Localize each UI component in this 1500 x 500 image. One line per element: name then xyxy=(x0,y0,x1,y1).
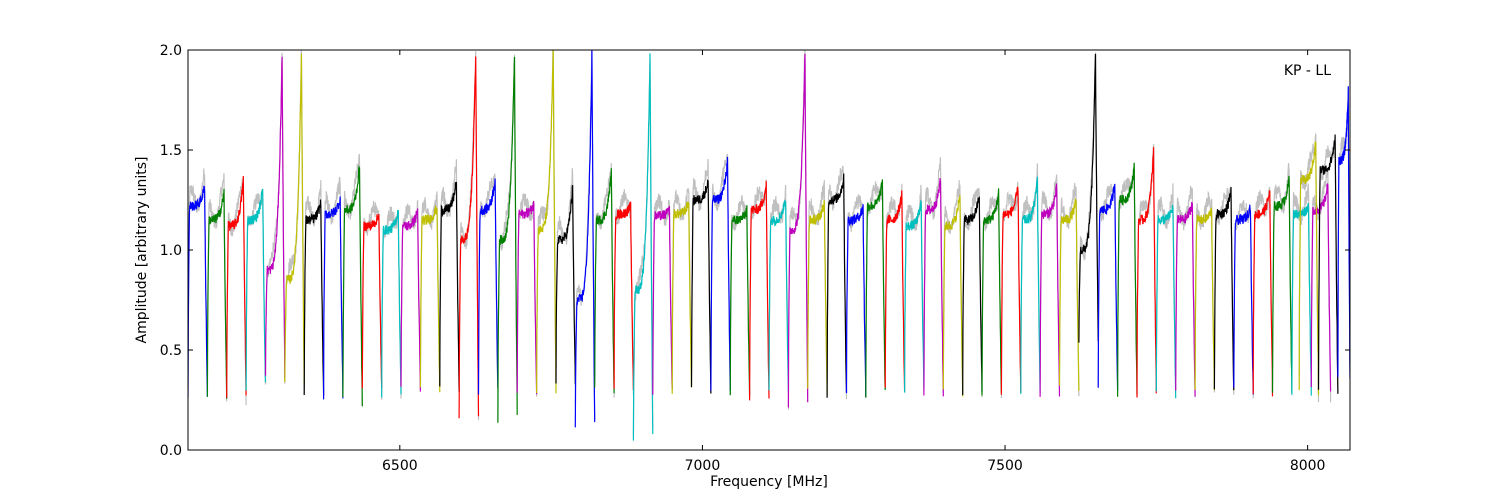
x-tick-label-0: 6500 xyxy=(382,458,418,474)
background-trace-55 xyxy=(1252,186,1274,399)
x-axis: 6500 7000 7500 8000 xyxy=(382,50,1325,474)
background-trace-57 xyxy=(1291,183,1312,384)
x-tick-label-3: 8000 xyxy=(1290,458,1326,474)
background-trace-19 xyxy=(555,168,576,382)
series-line-56 xyxy=(1271,175,1293,393)
background-trace-15 xyxy=(477,173,499,393)
series-line-37 xyxy=(904,199,925,393)
series-line-10 xyxy=(381,209,402,398)
series-line-13 xyxy=(439,181,460,392)
series-line-34 xyxy=(845,204,867,398)
series-line-43 xyxy=(1020,176,1041,394)
y-axis-label: Amplitude [arbitrary units] xyxy=(134,157,150,344)
series-line-7 xyxy=(323,196,344,400)
series-line-54 xyxy=(1233,204,1254,395)
series-line-15 xyxy=(477,178,499,395)
series-line-41 xyxy=(981,188,1002,396)
y-tick-label-2: 1.0 xyxy=(160,243,182,259)
x-tick-label-2: 7500 xyxy=(987,458,1023,474)
series-line-9 xyxy=(361,213,383,389)
x-axis-label: Frequency [MHz] xyxy=(710,474,828,490)
series-line-46 xyxy=(1078,53,1099,343)
series-line-24 xyxy=(652,205,673,395)
series-line-53 xyxy=(1213,186,1235,391)
series-line-47 xyxy=(1097,183,1119,391)
background-trace-32 xyxy=(807,179,828,383)
series-line-5 xyxy=(284,53,305,386)
series-line-11 xyxy=(400,208,421,392)
series-line-51 xyxy=(1175,201,1196,397)
series-line-26 xyxy=(690,179,712,394)
series-line-42 xyxy=(1000,186,1022,395)
y-tick-label-0: 0.0 xyxy=(160,443,182,459)
series-line-33 xyxy=(826,173,848,398)
background-trace-50 xyxy=(1155,183,1177,390)
y-tick-label-1: 0.5 xyxy=(160,343,182,359)
series-layer xyxy=(188,50,1350,441)
series-line-55 xyxy=(1252,190,1274,397)
series-line-21 xyxy=(594,168,615,394)
series-line-4 xyxy=(264,56,286,379)
background-trace-25 xyxy=(671,188,693,390)
y-tick-label-4: 2.0 xyxy=(160,43,182,59)
y-tick-label-3: 1.5 xyxy=(160,143,182,159)
series-line-49 xyxy=(1136,147,1157,398)
series-line-23 xyxy=(632,53,654,441)
series-line-28 xyxy=(729,205,751,397)
series-line-31 xyxy=(787,53,809,408)
series-line-20 xyxy=(574,50,596,428)
plot-area xyxy=(188,50,1350,441)
series-line-32 xyxy=(807,200,828,395)
series-line-2 xyxy=(226,175,247,398)
series-line-27 xyxy=(710,156,731,391)
series-line-35 xyxy=(865,179,886,398)
series-line-44 xyxy=(1039,183,1061,397)
y-axis: 0.0 0.5 1.0 1.5 2.0 xyxy=(160,43,1350,459)
series-line-17 xyxy=(516,200,538,395)
series-line-57 xyxy=(1291,203,1312,396)
series-line-0 xyxy=(188,185,208,399)
series-line-61 xyxy=(1337,86,1350,380)
series-line-3 xyxy=(245,188,267,391)
series-line-36 xyxy=(884,190,906,393)
series-line-38 xyxy=(923,178,944,397)
series-line-16 xyxy=(497,56,518,423)
series-line-39 xyxy=(942,195,964,397)
series-line-18 xyxy=(536,50,557,394)
background-trace-30 xyxy=(768,184,789,393)
series-line-59 xyxy=(1298,141,1320,396)
series-line-6 xyxy=(303,199,325,396)
annotation-label: KP - LL xyxy=(1284,63,1331,79)
series-line-50 xyxy=(1155,204,1177,399)
series-line-22 xyxy=(613,200,634,391)
series-line-48 xyxy=(1117,162,1138,397)
series-line-60 xyxy=(1317,134,1339,394)
series-line-45 xyxy=(1058,198,1080,391)
series-line-58 xyxy=(1310,183,1332,392)
series-line-29 xyxy=(749,180,770,401)
series-line-19 xyxy=(555,184,576,385)
series-line-30 xyxy=(768,200,789,393)
series-line-52 xyxy=(1194,207,1215,391)
x-tick-label-1: 7000 xyxy=(685,458,721,474)
series-line-12 xyxy=(419,205,441,393)
series-line-8 xyxy=(342,165,363,407)
series-line-25 xyxy=(671,201,693,394)
series-line-14 xyxy=(458,56,480,419)
series-line-40 xyxy=(962,196,983,396)
background-trace-0 xyxy=(188,168,208,386)
series-line-1 xyxy=(206,188,228,399)
background-trace-38 xyxy=(923,157,944,394)
